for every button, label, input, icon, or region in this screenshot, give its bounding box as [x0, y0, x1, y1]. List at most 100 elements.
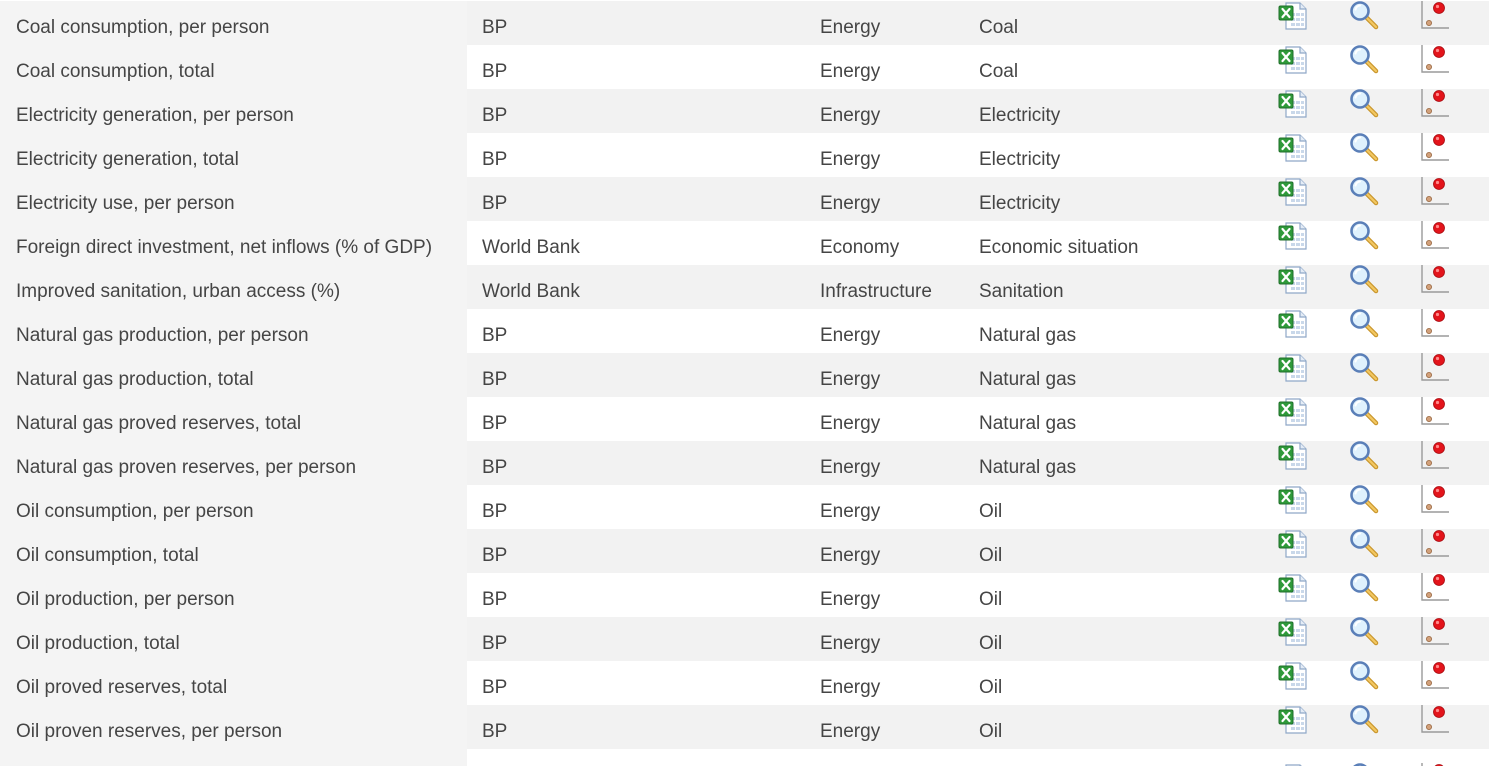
category-cell: Energy — [820, 661, 979, 705]
magnifier-view-icon[interactable] — [1348, 265, 1380, 295]
excel-download-icon[interactable] — [1277, 265, 1309, 295]
indicator-source: BP — [482, 545, 508, 566]
excel-download-icon[interactable] — [1277, 221, 1309, 251]
magnifier-view-icon[interactable] — [1348, 177, 1380, 207]
magnifier-view-icon[interactable] — [1348, 441, 1380, 471]
subcategory-cell: Oil — [979, 573, 1277, 617]
download-cell — [1277, 221, 1348, 265]
indicator-name: Electricity generation, per person — [16, 105, 294, 126]
magnifier-view-icon[interactable] — [1348, 617, 1380, 647]
excel-download-icon[interactable] — [1277, 485, 1309, 515]
magnifier-view-icon[interactable] — [1348, 705, 1380, 735]
category-cell: Energy — [820, 485, 979, 529]
scatter-chart-icon[interactable] — [1419, 705, 1451, 735]
source-cell: BP — [467, 45, 820, 89]
magnifier-view-icon[interactable] — [1348, 353, 1380, 383]
table-row: Oil proved reserves, total BP Energy Oil — [0, 661, 1489, 705]
scatter-chart-icon[interactable] — [1419, 573, 1451, 603]
chart-cell — [1419, 309, 1489, 353]
scatter-chart-icon[interactable] — [1419, 45, 1451, 75]
download-cell — [1277, 441, 1348, 485]
magnifier-view-icon[interactable] — [1348, 1, 1380, 31]
scatter-chart-icon[interactable] — [1419, 485, 1451, 515]
table-row: Improved sanitation, urban access (%) Wo… — [0, 265, 1489, 309]
scatter-chart-icon[interactable] — [1419, 617, 1451, 647]
indicator-source: BP — [482, 721, 508, 742]
table-row-partial — [0, 749, 1489, 766]
scatter-chart-icon[interactable] — [1419, 265, 1451, 295]
table-row: Electricity generation, total BP Energy … — [0, 133, 1489, 177]
scatter-chart-icon[interactable] — [1419, 309, 1451, 339]
scatter-chart-icon[interactable] — [1419, 761, 1451, 766]
magnifier-view-icon[interactable] — [1348, 221, 1380, 251]
magnifier-view-icon[interactable] — [1348, 89, 1380, 119]
excel-download-icon[interactable] — [1277, 177, 1309, 207]
scatter-chart-icon[interactable] — [1419, 221, 1451, 251]
excel-download-icon[interactable] — [1277, 133, 1309, 163]
scatter-chart-icon[interactable] — [1419, 661, 1451, 691]
category-cell: Energy — [820, 177, 979, 221]
table-row: Coal consumption, per person BP Energy C… — [0, 1, 1489, 45]
excel-download-icon[interactable] — [1277, 89, 1309, 119]
scatter-chart-icon[interactable] — [1419, 397, 1451, 427]
magnifier-view-icon[interactable] — [1348, 485, 1380, 515]
source-cell: World Bank — [467, 221, 820, 265]
magnifier-view-icon[interactable] — [1348, 529, 1380, 559]
magnifier-view-icon[interactable] — [1348, 397, 1380, 427]
excel-download-icon[interactable] — [1277, 617, 1309, 647]
download-cell — [1277, 89, 1348, 133]
download-cell — [1277, 661, 1348, 705]
excel-download-icon[interactable] — [1277, 45, 1309, 75]
indicator-source: BP — [482, 193, 508, 214]
excel-download-icon[interactable] — [1277, 529, 1309, 559]
indicator-subcategory: Oil — [979, 633, 1003, 654]
excel-download-icon[interactable] — [1277, 397, 1309, 427]
excel-download-icon[interactable] — [1277, 661, 1309, 691]
table-row: Foreign direct investment, net inflows (… — [0, 221, 1489, 265]
magnifier-view-icon[interactable] — [1348, 573, 1380, 603]
download-cell — [1277, 749, 1348, 766]
indicator-name-cell: Oil consumption, total — [0, 529, 467, 573]
magnifier-view-icon[interactable] — [1348, 761, 1380, 766]
chart-cell — [1419, 529, 1489, 573]
view-cell — [1348, 177, 1419, 221]
indicator-name-cell: Electricity generation, per person — [0, 89, 467, 133]
subcategory-cell: Coal — [979, 1, 1277, 45]
indicator-category: Energy — [820, 457, 881, 478]
indicator-name-cell: Improved sanitation, urban access (%) — [0, 265, 467, 309]
magnifier-view-icon[interactable] — [1348, 309, 1380, 339]
chart-cell — [1419, 265, 1489, 309]
chart-cell — [1419, 45, 1489, 89]
scatter-chart-icon[interactable] — [1419, 1, 1451, 31]
indicator-name-cell: Oil proven reserves, per person — [0, 705, 467, 749]
scatter-chart-icon[interactable] — [1419, 353, 1451, 383]
table-row: Natural gas production, per person BP En… — [0, 309, 1489, 353]
source-cell: BP — [467, 661, 820, 705]
category-cell: Energy — [820, 573, 979, 617]
magnifier-view-icon[interactable] — [1348, 661, 1380, 691]
subcategory-cell: Natural gas — [979, 353, 1277, 397]
magnifier-view-icon[interactable] — [1348, 45, 1380, 75]
indicator-subcategory: Natural gas — [979, 413, 1077, 434]
download-cell — [1277, 265, 1348, 309]
excel-download-icon[interactable] — [1277, 573, 1309, 603]
magnifier-view-icon[interactable] — [1348, 133, 1380, 163]
excel-download-icon[interactable] — [1277, 441, 1309, 471]
excel-download-icon[interactable] — [1277, 353, 1309, 383]
view-cell — [1348, 441, 1419, 485]
scatter-chart-icon[interactable] — [1419, 177, 1451, 207]
view-cell — [1348, 309, 1419, 353]
download-cell — [1277, 529, 1348, 573]
indicator-name-cell: Natural gas production, total — [0, 353, 467, 397]
category-cell: Energy — [820, 441, 979, 485]
excel-download-icon[interactable] — [1277, 761, 1309, 766]
scatter-chart-icon[interactable] — [1419, 441, 1451, 471]
excel-download-icon[interactable] — [1277, 705, 1309, 735]
table-row: Oil production, per person BP Energy Oil — [0, 573, 1489, 617]
scatter-chart-icon[interactable] — [1419, 529, 1451, 559]
scatter-chart-icon[interactable] — [1419, 133, 1451, 163]
chart-cell — [1419, 353, 1489, 397]
scatter-chart-icon[interactable] — [1419, 89, 1451, 119]
excel-download-icon[interactable] — [1277, 309, 1309, 339]
excel-download-icon[interactable] — [1277, 1, 1309, 31]
